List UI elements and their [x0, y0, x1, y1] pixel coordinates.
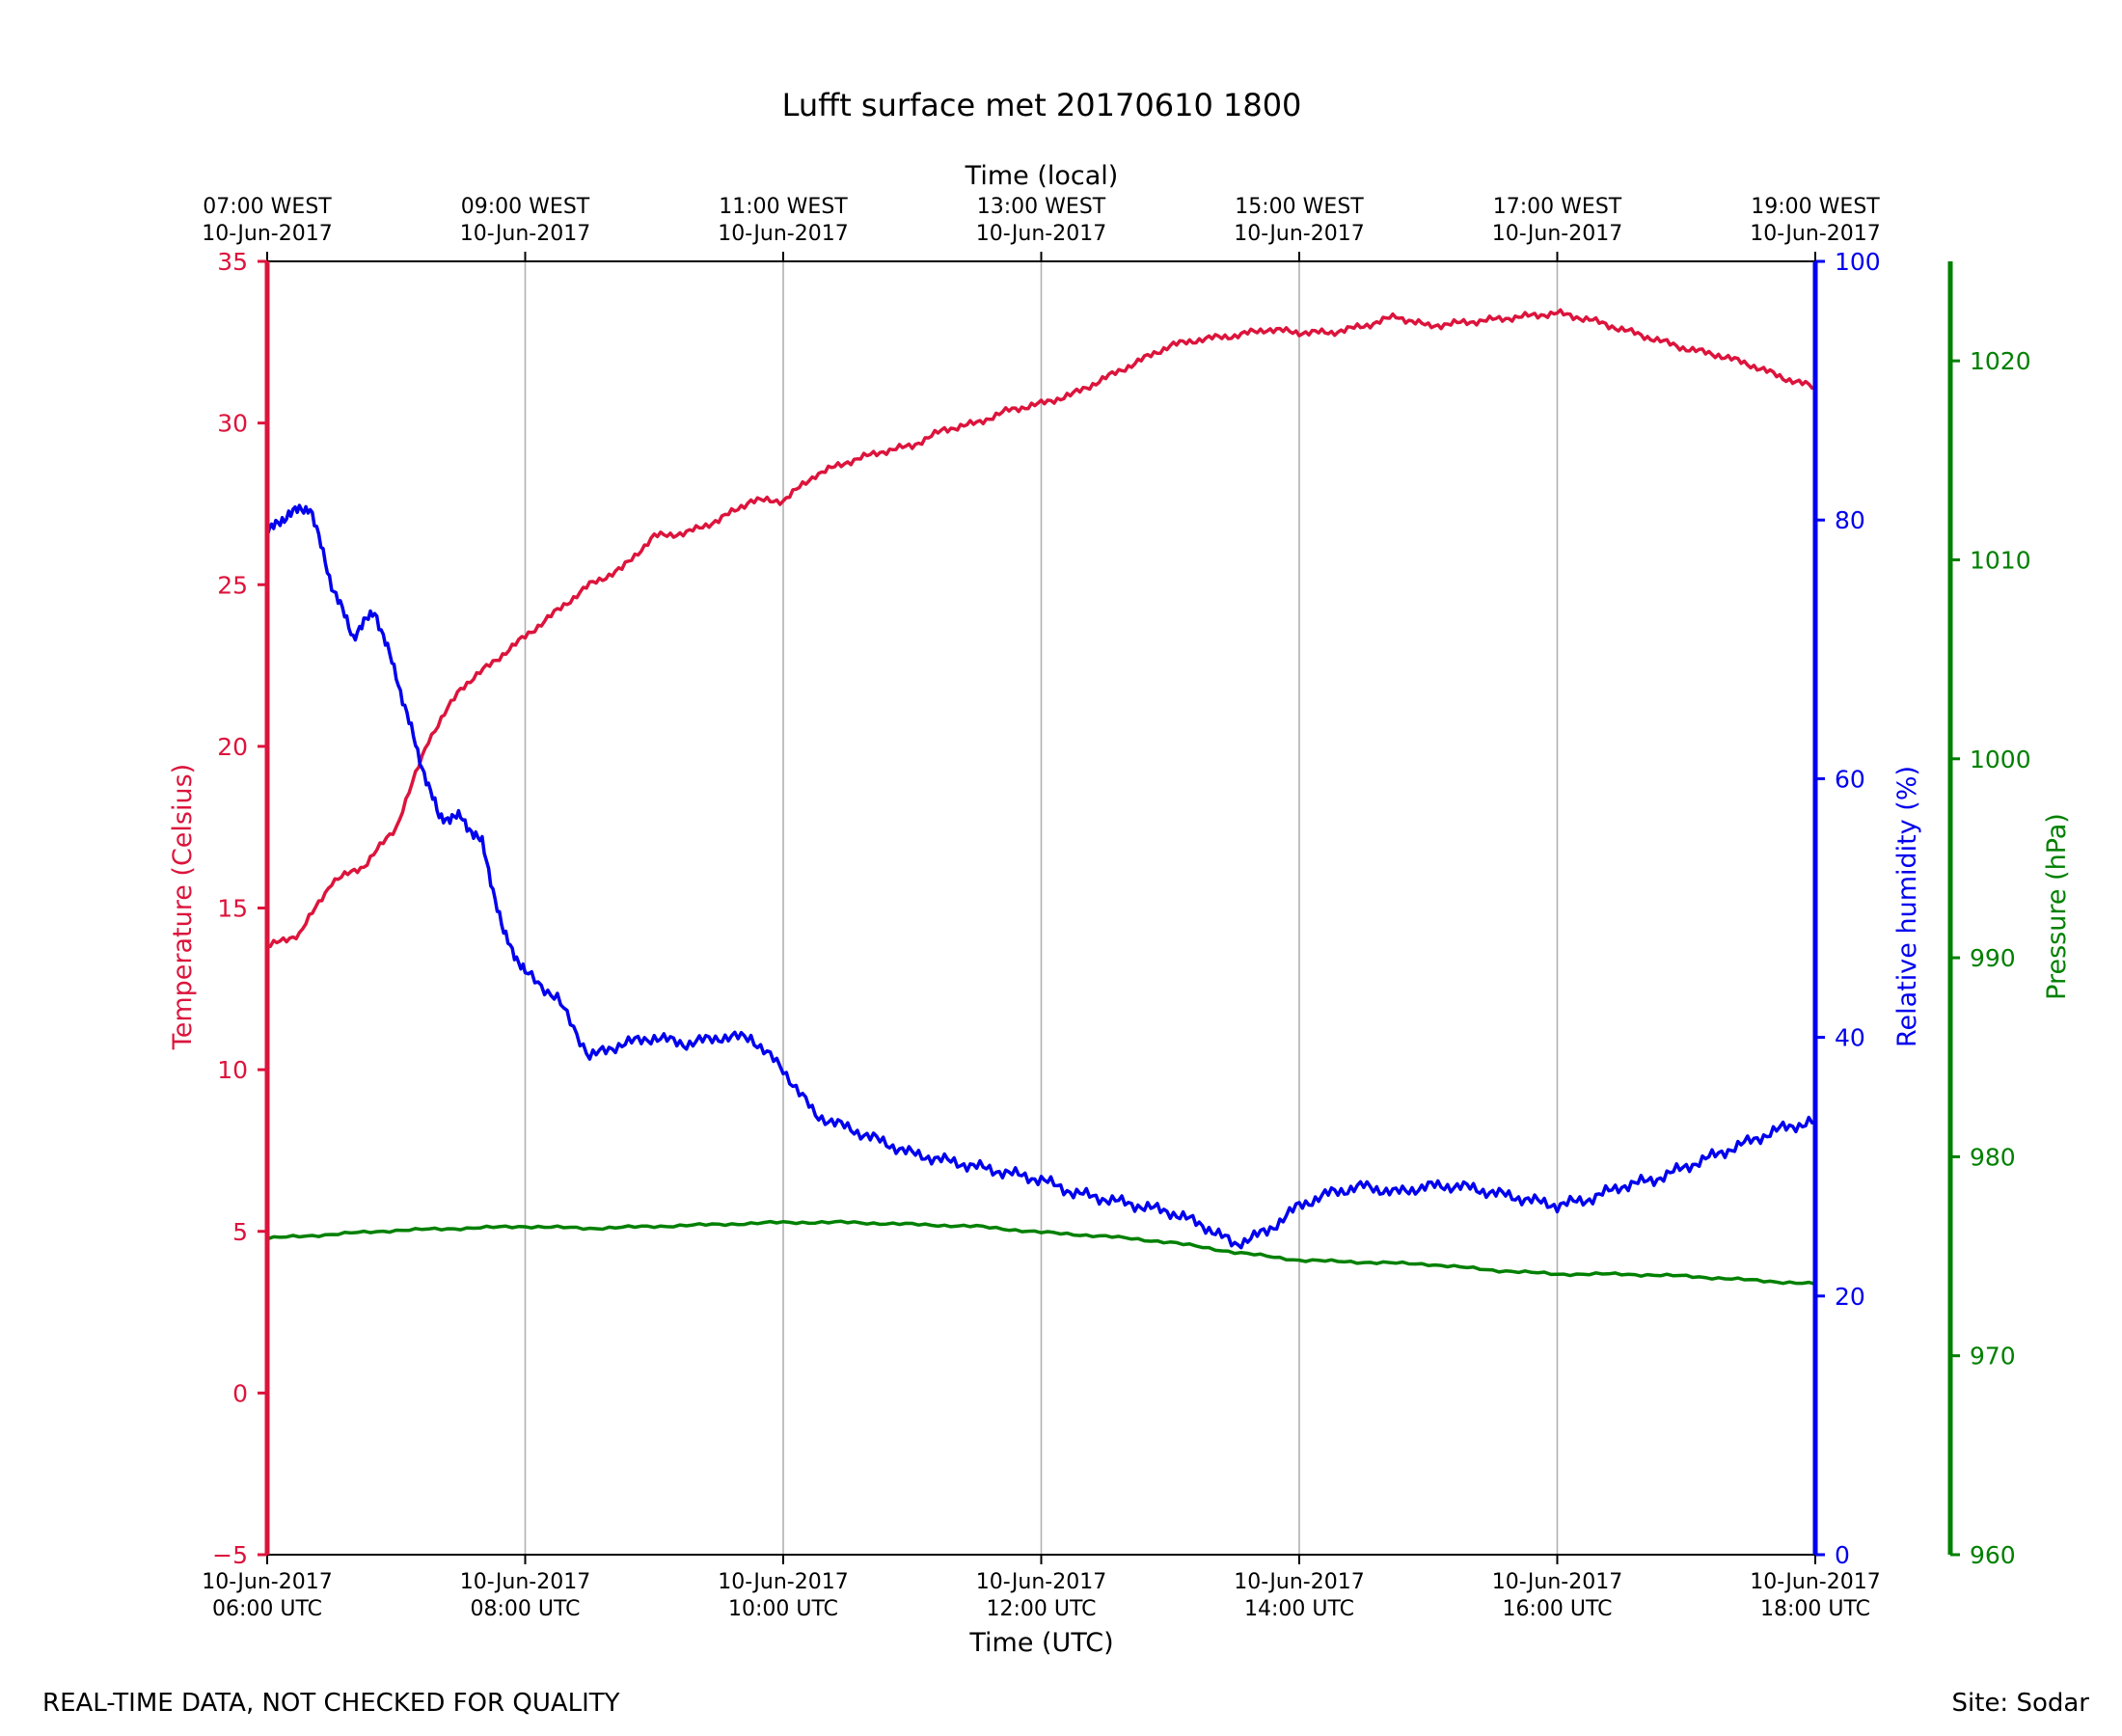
grid-lines	[524, 261, 1559, 1555]
top-x-tick-label-date: 10-Jun-2017	[1234, 222, 1364, 246]
x-tick-label-time: 08:00 UTC	[470, 1597, 580, 1621]
temperature-tick-label: −5	[212, 1541, 248, 1569]
x-tick-label-time: 06:00 UTC	[212, 1597, 322, 1621]
humidity-tick-label: 40	[1835, 1024, 1865, 1052]
temperature-tick-label: 35	[217, 248, 248, 276]
top-x-tick-label-date: 10-Jun-2017	[1492, 222, 1622, 246]
temperature-tick-label: 10	[217, 1056, 248, 1084]
top-x-tick-label-time: 15:00 WEST	[1235, 195, 1364, 219]
humidity-tick-label: 0	[1835, 1541, 1850, 1569]
temperature-line	[266, 308, 1816, 949]
site-label: Site: Sodar	[1952, 1689, 2090, 1718]
x-tick-label-date: 10-Jun-2017	[1234, 1570, 1364, 1594]
top-x-tick-label-date: 10-Jun-2017	[976, 222, 1106, 246]
temperature-tick-label: 20	[217, 733, 248, 761]
x-tick-label-time: 16:00 UTC	[1502, 1597, 1612, 1621]
x-tick-label-time: 14:00 UTC	[1244, 1597, 1354, 1621]
x-tick-label-date: 10-Jun-2017	[1750, 1570, 1880, 1594]
top-x-tick-label-date: 10-Jun-2017	[718, 222, 848, 246]
pressure-tick-label: 1010	[1970, 546, 2031, 574]
x-tick-label-date: 10-Jun-2017	[202, 1570, 332, 1594]
pressure-tick-label: 970	[1970, 1343, 2016, 1370]
top-x-tick-label-date: 10-Jun-2017	[1750, 222, 1880, 246]
temperature-tick-label: 15	[217, 895, 248, 923]
top-x-tick-label-time: 13:00 WEST	[977, 195, 1106, 219]
pressure-tick-label: 960	[1970, 1541, 2016, 1569]
chart-title: Lufft surface met 20170610 1800	[782, 87, 1302, 123]
pressure-axis-title: Pressure (hPa)	[2042, 813, 2072, 1000]
temperature-tick-label: 5	[232, 1218, 248, 1246]
pressure-tick-label: 1020	[1970, 347, 2031, 375]
humidity-tick-label: 20	[1835, 1283, 1865, 1311]
top-x-tick-label-date: 10-Jun-2017	[460, 222, 590, 246]
axes: 10-Jun-2017 06:00 UTC 10-Jun-2017 08:00 UTC…	[202, 195, 2030, 1621]
top-x-tick-label-time: 11:00 WEST	[719, 195, 848, 219]
temperature-axis-title: Temperature (Celsius)	[168, 764, 198, 1050]
temperature-tick-label: 25	[217, 571, 248, 599]
x-axis-title: Time (UTC)	[968, 1628, 1113, 1658]
pressure-tick-label: 980	[1970, 1143, 2016, 1171]
series-lines	[265, 308, 1816, 1287]
x-tick-label-time: 10:00 UTC	[728, 1597, 838, 1621]
x-tick-label-time: 18:00 UTC	[1760, 1597, 1870, 1621]
x-tick-label-date: 10-Jun-2017	[460, 1570, 590, 1594]
temperature-tick-label: 0	[232, 1379, 248, 1407]
top-x-axis-title: Time (local)	[965, 161, 1119, 191]
humidity-tick-label: 60	[1835, 765, 1865, 793]
x-tick-label-date: 10-Jun-2017	[1492, 1570, 1622, 1594]
top-x-tick-label-time: 09:00 WEST	[461, 195, 590, 219]
top-x-tick-label-time: 19:00 WEST	[1751, 195, 1880, 219]
temperature-tick-label: 30	[217, 410, 248, 438]
humidity-tick-label: 100	[1835, 248, 1881, 276]
top-x-tick-label-time: 07:00 WEST	[203, 195, 332, 219]
humidity-tick-label: 80	[1835, 506, 1865, 534]
pressure-line	[266, 1219, 1816, 1287]
x-tick-label-date: 10-Jun-2017	[976, 1570, 1106, 1594]
top-x-tick-label-date: 10-Jun-2017	[202, 222, 332, 246]
x-tick-label-date: 10-Jun-2017	[718, 1570, 848, 1594]
humidity-line	[265, 503, 1816, 1250]
x-tick-label-time: 12:00 UTC	[986, 1597, 1096, 1621]
humidity-axis-title: Relative humidity (%)	[1892, 766, 1922, 1047]
pressure-tick-label: 990	[1970, 944, 2016, 972]
quality-note: REAL-TIME DATA, NOT CHECKED FOR QUALITY	[42, 1689, 620, 1718]
pressure-tick-label: 1000	[1970, 746, 2031, 773]
top-x-tick-label-time: 17:00 WEST	[1493, 195, 1622, 219]
